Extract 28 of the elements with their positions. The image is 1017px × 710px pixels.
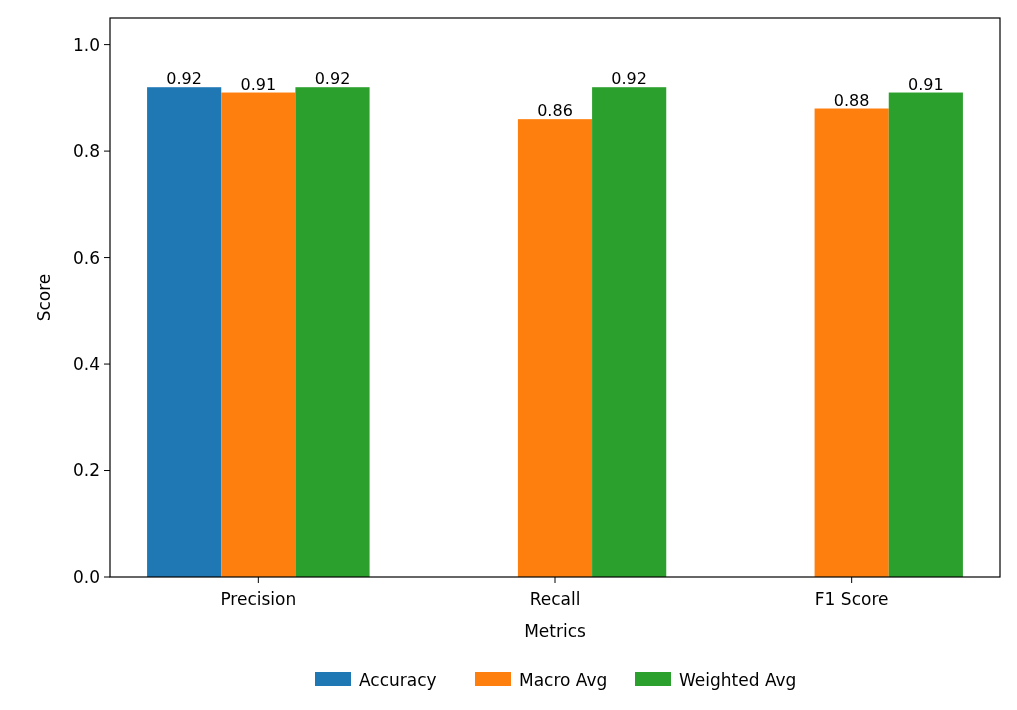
data-label: 0.92 [611, 69, 647, 89]
bar [592, 87, 667, 577]
data-label: 0.91 [908, 74, 944, 94]
y-tick-label: 0.8 [72, 141, 100, 162]
data-label: 0.88 [833, 90, 870, 110]
y-tick-label: 1.0 [72, 34, 100, 55]
data-label: 0.91 [240, 74, 277, 94]
bar [221, 92, 296, 577]
x-tick-label: F1 Score [814, 589, 889, 609]
x-axis-title: Metrics [524, 621, 586, 641]
x-tick-label: Recall [529, 589, 581, 609]
bar [295, 87, 370, 577]
legend-label: Accuracy [359, 669, 437, 690]
y-tick-label: 0.4 [72, 354, 100, 374]
y-axis-title: Score [34, 273, 54, 322]
y-tick-label: 0.0 [72, 566, 100, 587]
data-label: 0.92 [166, 69, 202, 89]
data-label: 0.92 [314, 69, 351, 89]
x-tick-label: Precision [220, 589, 297, 609]
legend-label: Weighted Avg [679, 669, 797, 690]
bar [517, 119, 593, 577]
y-tick-label: 0.2 [72, 460, 100, 481]
bar [888, 92, 963, 577]
bar [147, 87, 222, 577]
y-tick-label: 0.6 [72, 247, 100, 268]
data-label: 0.86 [537, 101, 573, 121]
bar [814, 108, 889, 577]
legend-label: Macro Avg [519, 669, 608, 690]
